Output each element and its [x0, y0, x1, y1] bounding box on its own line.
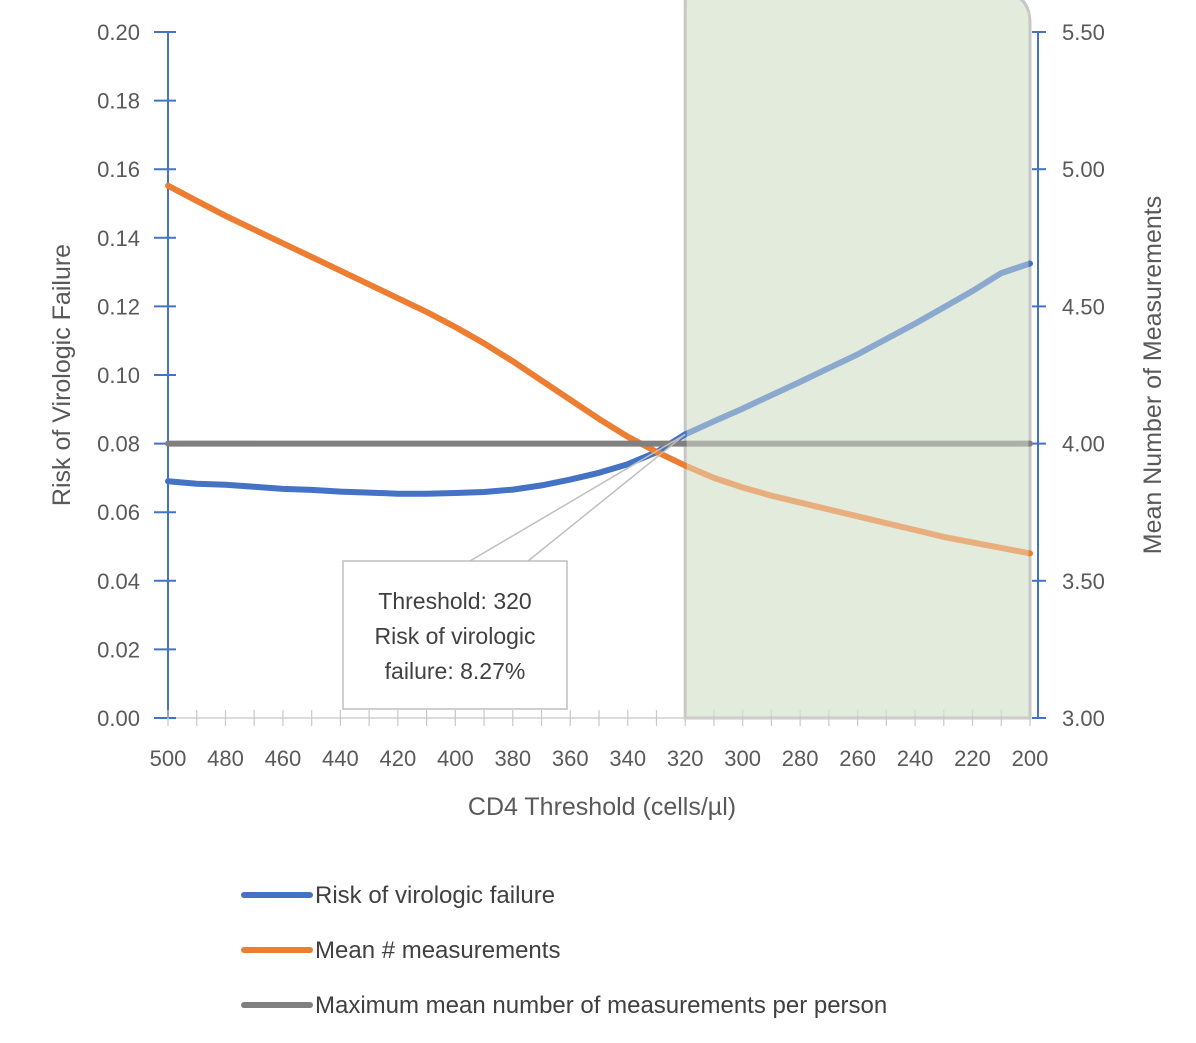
x-tick-label: 280	[782, 746, 819, 771]
y-left-tick-label: 0.18	[97, 89, 140, 114]
callout-leader-2	[527, 433, 686, 562]
legend: Risk of virologic failure Mean # measurem…	[241, 882, 887, 1019]
x-tick-label: 360	[552, 746, 589, 771]
x-tick-label: 400	[437, 746, 474, 771]
x-tick-label: 480	[207, 746, 244, 771]
x-axis-title: CD4 Threshold (cells/µl)	[468, 793, 736, 821]
y-left-tick-label: 0.00	[97, 706, 140, 731]
y-left-tick-label: 0.02	[97, 637, 140, 662]
y-right-tick-label: 4.00	[1062, 432, 1105, 457]
axes: 0.00 0.02 0.04 0.06 0.08 0.10 0.12 0.14 0.16 0.18…	[97, 20, 1105, 771]
legend-label-3: Maximum mean number of measurements per …	[315, 992, 887, 1019]
y-right-tick-label: 4.50	[1062, 294, 1105, 319]
series-line-2	[165, 182, 1033, 557]
callout-text-line: Threshold: 320	[378, 588, 531, 614]
y-left-tick-label: 0.04	[97, 569, 140, 594]
x-tick-label: 340	[609, 746, 646, 771]
x-tick-label: 460	[265, 746, 302, 771]
x-tick-label: 260	[839, 746, 876, 771]
y-left-tick-label: 0.14	[97, 226, 140, 251]
y-right-tick-label: 5.00	[1062, 157, 1105, 182]
y-left-tick-label: 0.12	[97, 294, 140, 319]
x-tick-label: 440	[322, 746, 359, 771]
callout-text-line: Risk of virologic	[374, 623, 535, 649]
callout-leader-1	[469, 433, 686, 562]
highlight-tint	[686, 12, 1029, 716]
x-tick-label: 220	[954, 746, 991, 771]
y-left-tick-label: 0.08	[97, 432, 140, 457]
callout-box	[342, 560, 568, 710]
callout-text-line: failure: 8.27%	[385, 658, 526, 684]
x-tick-label: 320	[667, 746, 704, 771]
threshold-annotation: Threshold: 320 Risk of virologic failure: …	[342, 433, 686, 710]
x-tick-label: 300	[724, 746, 761, 771]
y-right-tick-label: 5.50	[1062, 20, 1105, 45]
series-layer	[165, 182, 1033, 557]
x-tick-label: 200	[1012, 746, 1049, 771]
x-tick-label: 240	[897, 746, 934, 771]
x-tick-label: 420	[380, 746, 417, 771]
y-axis-right-title: Mean Number of Measurements	[1139, 196, 1167, 554]
y-right-tick-label: 3.50	[1062, 569, 1105, 594]
y-left-tick-label: 0.10	[97, 363, 140, 388]
y-axis-left-title: Risk of Virologic Failure	[48, 244, 76, 506]
y-left-tick-label: 0.16	[97, 157, 140, 182]
y-left-tick-label: 0.06	[97, 500, 140, 525]
y-left-tick-label: 0.20	[97, 20, 140, 45]
y-right-tick-label: 3.00	[1062, 706, 1105, 731]
legend-label-2: Mean # measurements	[315, 937, 560, 964]
x-tick-label: 500	[150, 746, 187, 771]
highlight-overlay	[686, 12, 1029, 716]
legend-label-1: Risk of virologic failure	[315, 882, 555, 909]
x-tick-label: 380	[494, 746, 531, 771]
series-line-1	[165, 260, 1033, 497]
